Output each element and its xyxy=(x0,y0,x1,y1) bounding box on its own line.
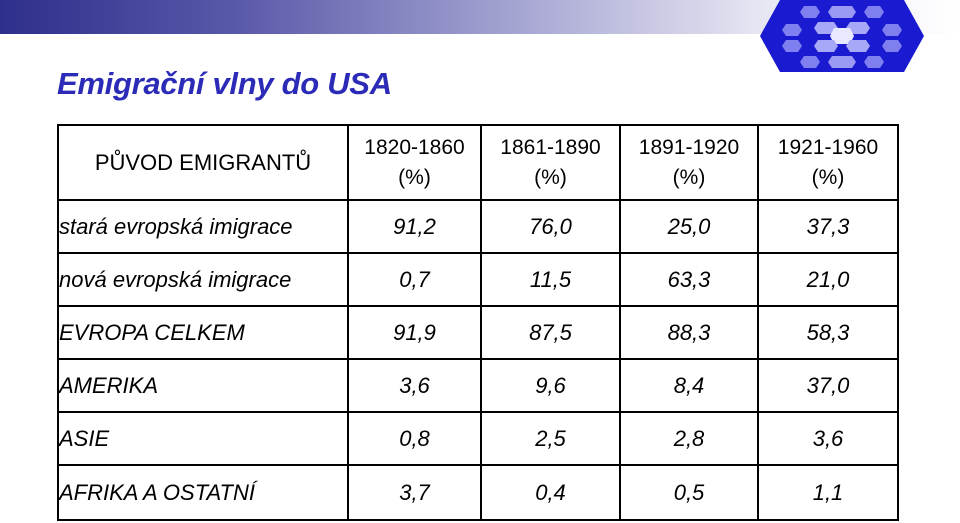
row-label: AFRIKA A OSTATNÍ xyxy=(57,464,349,521)
table-cell: 11,5 xyxy=(480,252,621,307)
table-cell: 1,1 xyxy=(757,464,899,521)
table-cell: 25,0 xyxy=(619,199,759,254)
emigration-table: PŮVOD EMIGRANTŮ 1820-1860 (%) 1861-1890 … xyxy=(57,124,899,521)
period-years: 1891-1920 xyxy=(638,135,740,159)
table-cell: 37,0 xyxy=(757,358,899,413)
period-unit: (%) xyxy=(398,165,431,189)
period-unit: (%) xyxy=(534,165,567,189)
row-label: nová evropská imigrace xyxy=(57,252,349,307)
table-cell: 0,4 xyxy=(480,464,621,521)
table-row: AFRIKA A OSTATNÍ 3,7 0,4 0,5 1,1 xyxy=(57,464,899,521)
period-column-header: 1891-1920 (%) xyxy=(619,124,759,201)
period-column-header: 1820-1860 (%) xyxy=(347,124,482,201)
table-cell: 58,3 xyxy=(757,305,899,360)
period-unit: (%) xyxy=(811,165,845,189)
table-cell: 3,6 xyxy=(757,411,899,466)
row-label: EVROPA CELKEM xyxy=(57,305,349,360)
table-cell: 21,0 xyxy=(757,252,899,307)
table-header-row: PŮVOD EMIGRANTŮ 1820-1860 (%) 1861-1890 … xyxy=(57,124,899,201)
row-label: AMERIKA xyxy=(57,358,349,413)
table-cell: 91,2 xyxy=(347,199,482,254)
table-cell: 9,6 xyxy=(480,358,621,413)
table-cell: 63,3 xyxy=(619,252,759,307)
row-label: ASIE xyxy=(57,411,349,466)
period-years: 1820-1860 xyxy=(364,135,465,159)
table-cell: 76,0 xyxy=(480,199,621,254)
table-row: ASIE 0,8 2,5 2,8 3,6 xyxy=(57,411,899,466)
table-cell: 88,3 xyxy=(619,305,759,360)
row-label: stará evropská imigrace xyxy=(57,199,349,254)
slide-title: Emigrační vlny do USA xyxy=(57,66,392,101)
table-cell: 0,8 xyxy=(347,411,482,466)
table-row: AMERIKA 3,6 9,6 8,4 37,0 xyxy=(57,358,899,413)
table-cell: 8,4 xyxy=(619,358,759,413)
period-years: 1921-1960 xyxy=(777,135,879,159)
hexagon-logo-icon xyxy=(760,0,924,72)
table-cell: 2,8 xyxy=(619,411,759,466)
table-row: nová evropská imigrace 0,7 11,5 63,3 21,… xyxy=(57,252,899,307)
table-cell: 0,5 xyxy=(619,464,759,521)
table-cell: 37,3 xyxy=(757,199,899,254)
period-column-header: 1921-1960 (%) xyxy=(757,124,899,201)
period-years: 1861-1890 xyxy=(500,135,601,159)
table-row: stará evropská imigrace 91,2 76,0 25,0 3… xyxy=(57,199,899,254)
table-cell: 3,6 xyxy=(347,358,482,413)
table-cell: 91,9 xyxy=(347,305,482,360)
table-cell: 2,5 xyxy=(480,411,621,466)
table-cell: 3,7 xyxy=(347,464,482,521)
table-cell: 0,7 xyxy=(347,252,482,307)
period-column-header: 1861-1890 (%) xyxy=(480,124,621,201)
period-unit: (%) xyxy=(672,165,706,189)
table-cell: 87,5 xyxy=(480,305,621,360)
origin-column-header: PŮVOD EMIGRANTŮ xyxy=(57,124,349,201)
table-row: EVROPA CELKEM 91,9 87,5 88,3 58,3 xyxy=(57,305,899,360)
